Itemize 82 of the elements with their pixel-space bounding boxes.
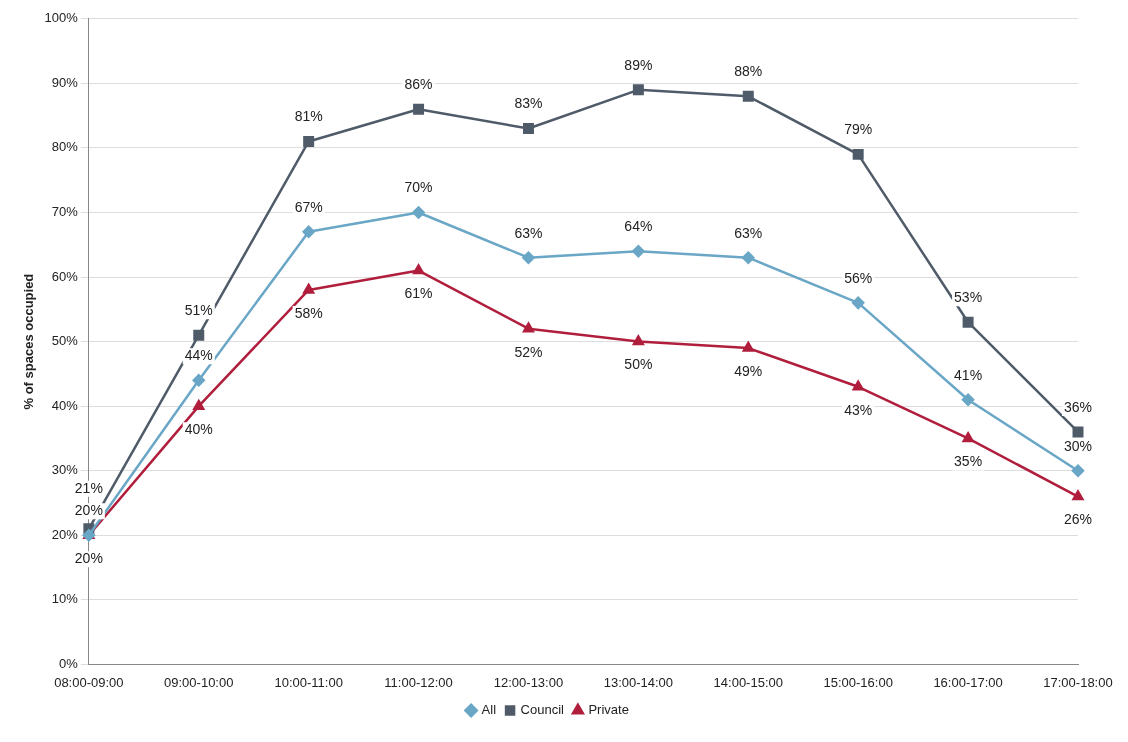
point: [962, 432, 974, 443]
data-label: 36%: [1063, 398, 1093, 415]
x-tick-label: 17:00-18:00: [1043, 674, 1113, 690]
data-label: 81%: [294, 108, 323, 125]
y-tick-label: 60%: [51, 268, 79, 284]
point: [522, 251, 535, 264]
x-tick-label: 08:00-09:00: [54, 674, 124, 690]
data-label: 50%: [624, 356, 653, 373]
data-label: 64%: [624, 218, 653, 235]
y-tick-label: 90%: [51, 74, 79, 90]
legend-label: Council: [520, 702, 565, 718]
point: [742, 90, 754, 102]
point: [1072, 426, 1084, 438]
x-tick-label: 13:00-14:00: [603, 674, 674, 690]
point: [412, 264, 425, 275]
point: [742, 341, 754, 352]
point: [742, 251, 755, 264]
data-label: 58%: [294, 304, 323, 321]
x-tick-label: 09:00-10:00: [164, 674, 234, 690]
data-label: 53%: [954, 289, 983, 306]
point: [961, 393, 975, 406]
data-label: 51%: [184, 302, 213, 318]
y-tick-label: 40%: [51, 397, 79, 413]
legend-label: All: [481, 702, 497, 718]
data-label: 70%: [404, 179, 433, 196]
y-axis-title: % of spaces occupied: [21, 273, 37, 410]
x-tick-label: 12:00-13:00: [493, 674, 564, 690]
y-tick-label: 20%: [51, 526, 79, 542]
point: [303, 283, 315, 294]
point: [193, 329, 205, 341]
point: [522, 123, 534, 135]
data-label: 44%: [184, 347, 213, 364]
data-label: 21%: [74, 479, 103, 496]
point: [632, 244, 645, 258]
point: [851, 296, 865, 310]
data-label: 63%: [734, 224, 763, 241]
y-tick-label: 0%: [59, 655, 79, 671]
data-label: 52%: [514, 343, 543, 360]
data-label: 56%: [844, 269, 873, 286]
data-label: 86%: [404, 76, 433, 93]
point: [1071, 464, 1085, 477]
data-label: 63%: [514, 224, 543, 241]
x-tick-label: 11:00-12:00: [384, 674, 453, 690]
data-label: 83%: [514, 95, 543, 112]
data-label: 89%: [624, 56, 653, 73]
data-label: 35%: [954, 453, 983, 470]
point: [302, 225, 315, 239]
y-tick-label: 10%: [51, 591, 79, 607]
point: [852, 380, 864, 391]
point: [962, 316, 974, 328]
y-tick-label: 70%: [51, 204, 79, 220]
x-tick-label: 14:00-15:00: [713, 674, 783, 690]
data-label: 26%: [1063, 511, 1093, 528]
y-tick-label: 100%: [44, 10, 79, 26]
data-label: 61%: [404, 285, 433, 302]
x-tick-label: 10:00-11:00: [274, 674, 343, 690]
x-tick-label: 16:00-17:00: [933, 674, 1003, 690]
point: [1072, 490, 1084, 501]
x-tick-label: 15:00-16:00: [823, 674, 893, 690]
data-label: 20%: [74, 550, 103, 567]
y-tick-label: 30%: [51, 462, 79, 478]
point: [632, 84, 644, 96]
point: [413, 103, 425, 115]
point: [303, 135, 315, 147]
point: [852, 148, 864, 160]
y-tick-label: 80%: [51, 139, 79, 155]
point: [632, 335, 644, 346]
data-label: 40%: [184, 421, 213, 438]
data-label: 30%: [1063, 437, 1093, 454]
data-label: 20%: [74, 502, 103, 519]
data-label: 41%: [954, 366, 983, 383]
y-tick-label: 50%: [51, 333, 79, 349]
data-label: 49%: [734, 362, 763, 379]
data-label: 79%: [844, 121, 873, 138]
point: [412, 206, 425, 219]
legend-label: Private: [588, 702, 629, 718]
data-label: 43%: [844, 401, 873, 418]
point: [522, 322, 535, 333]
data-label: 67%: [294, 198, 323, 215]
point: [193, 399, 205, 410]
point: [192, 374, 206, 387]
data-label: 88%: [734, 63, 763, 80]
